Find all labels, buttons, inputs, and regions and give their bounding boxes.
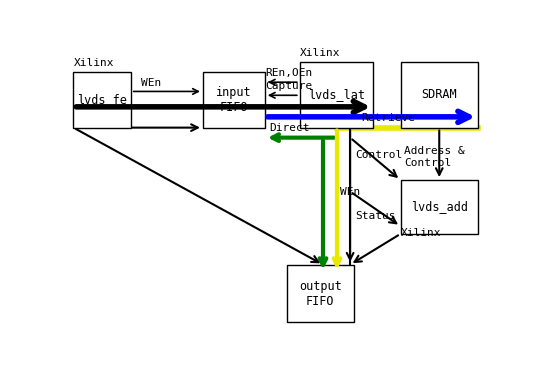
Bar bbox=[400, 62, 478, 128]
Text: REn,OEn: REn,OEn bbox=[266, 67, 313, 78]
Text: lvds_lat: lvds_lat bbox=[308, 88, 365, 101]
Text: Xilinx: Xilinx bbox=[74, 58, 114, 68]
Text: WEn: WEn bbox=[141, 78, 161, 87]
Bar bbox=[300, 62, 373, 128]
Text: Status: Status bbox=[356, 211, 396, 221]
Text: Retrieve: Retrieve bbox=[362, 113, 416, 123]
Text: lvds_add: lvds_add bbox=[410, 201, 468, 213]
Text: lvds_fe: lvds_fe bbox=[77, 93, 127, 106]
Bar bbox=[203, 72, 265, 128]
Text: Direct: Direct bbox=[269, 123, 309, 133]
Text: output
FIFO: output FIFO bbox=[299, 280, 342, 308]
Text: WEn: WEn bbox=[340, 187, 360, 196]
Text: Xilinx: Xilinx bbox=[400, 228, 441, 238]
Text: input
FIFO: input FIFO bbox=[216, 86, 252, 114]
Bar bbox=[74, 72, 131, 128]
Text: Control: Control bbox=[356, 150, 403, 160]
Text: SDRAM: SDRAM bbox=[421, 88, 457, 101]
Text: Xilinx: Xilinx bbox=[300, 48, 340, 58]
Text: Address &
Control: Address & Control bbox=[405, 146, 465, 168]
Text: Capture: Capture bbox=[266, 81, 313, 92]
Bar bbox=[400, 180, 478, 234]
Bar bbox=[287, 265, 354, 322]
